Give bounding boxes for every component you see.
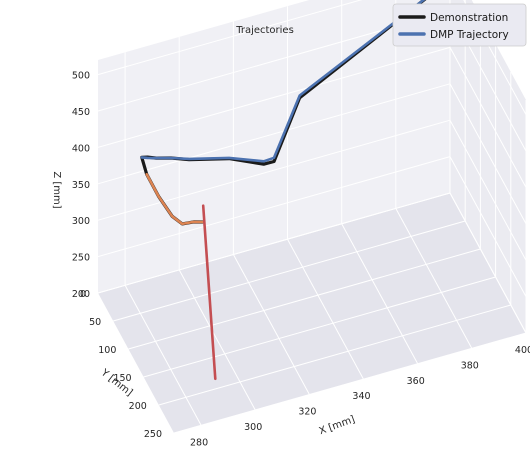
grid-line xyxy=(97,192,451,294)
grid-line xyxy=(97,0,363,76)
grid-line xyxy=(449,156,527,297)
z-axis-label: Z [mm] xyxy=(51,171,62,208)
z-tick-label: 500 xyxy=(72,71,90,82)
grid-line xyxy=(97,119,451,221)
legend-frame xyxy=(392,3,527,47)
z-tick-labels: 200 250 300 350 400 450 500 xyxy=(72,71,90,300)
grid-line xyxy=(395,208,473,349)
grid-line xyxy=(143,276,496,378)
x-tick-label: 400 xyxy=(515,345,530,356)
red-segment-line xyxy=(201,204,217,381)
grid-line xyxy=(449,192,527,334)
grid-line xyxy=(287,238,364,380)
legend-label-demonstration: Demonstration xyxy=(430,12,508,24)
y-tick-label: 0 xyxy=(80,289,86,300)
z-tick-label: 350 xyxy=(72,180,90,191)
grid-line xyxy=(449,47,527,188)
z-tick-label: 450 xyxy=(72,107,90,118)
orange-segment-line xyxy=(145,173,204,226)
grid-line xyxy=(124,285,202,426)
grid-line xyxy=(173,332,527,434)
dmp-trajectory-line xyxy=(140,0,426,163)
x-axis-label: X [mm] xyxy=(318,414,357,437)
back-pane xyxy=(98,0,450,293)
grid-line xyxy=(97,10,451,112)
x-tick-label: 340 xyxy=(352,391,370,402)
y-tick-label: 100 xyxy=(98,345,116,356)
x-tick-label: 380 xyxy=(461,360,479,371)
y-tick-label: 50 xyxy=(89,317,101,328)
legend: Demonstration DMP Trajectory xyxy=(392,3,527,47)
x-tick-label: 300 xyxy=(244,422,262,433)
grid-line xyxy=(97,156,451,258)
grid-line xyxy=(178,269,256,411)
grid-line xyxy=(113,220,466,322)
x-tick-label: 280 xyxy=(190,437,208,448)
z-tick-label: 200 xyxy=(72,289,90,300)
y-tick-label: 250 xyxy=(144,429,162,440)
grid-line xyxy=(97,46,451,148)
grid-line xyxy=(128,248,481,350)
chart-title: Trajectories xyxy=(235,25,294,36)
series-lines xyxy=(140,0,427,381)
y-tick-label: 200 xyxy=(129,401,147,412)
floor-pane xyxy=(98,193,526,433)
grid-line xyxy=(449,83,527,225)
z-tick-label: 400 xyxy=(72,143,90,154)
z-tick-label: 250 xyxy=(72,253,90,264)
legend-label-dmp: DMP Trajectory xyxy=(430,29,509,41)
y-tick-labels: 0 50 100 150 200 250 xyxy=(80,289,162,440)
z-tick-label: 300 xyxy=(72,216,90,227)
grid-line xyxy=(158,304,511,406)
x-tick-label: 360 xyxy=(407,376,425,387)
grid-lines xyxy=(97,0,527,434)
x-tick-label: 320 xyxy=(298,407,316,418)
grid-line xyxy=(449,119,527,261)
grid-line xyxy=(232,254,310,395)
grid-line xyxy=(341,223,419,365)
y-tick-label: 150 xyxy=(113,373,131,384)
grid-line xyxy=(97,83,451,185)
x-tick-labels: 400 380 360 340 320 300 280 xyxy=(190,345,530,448)
